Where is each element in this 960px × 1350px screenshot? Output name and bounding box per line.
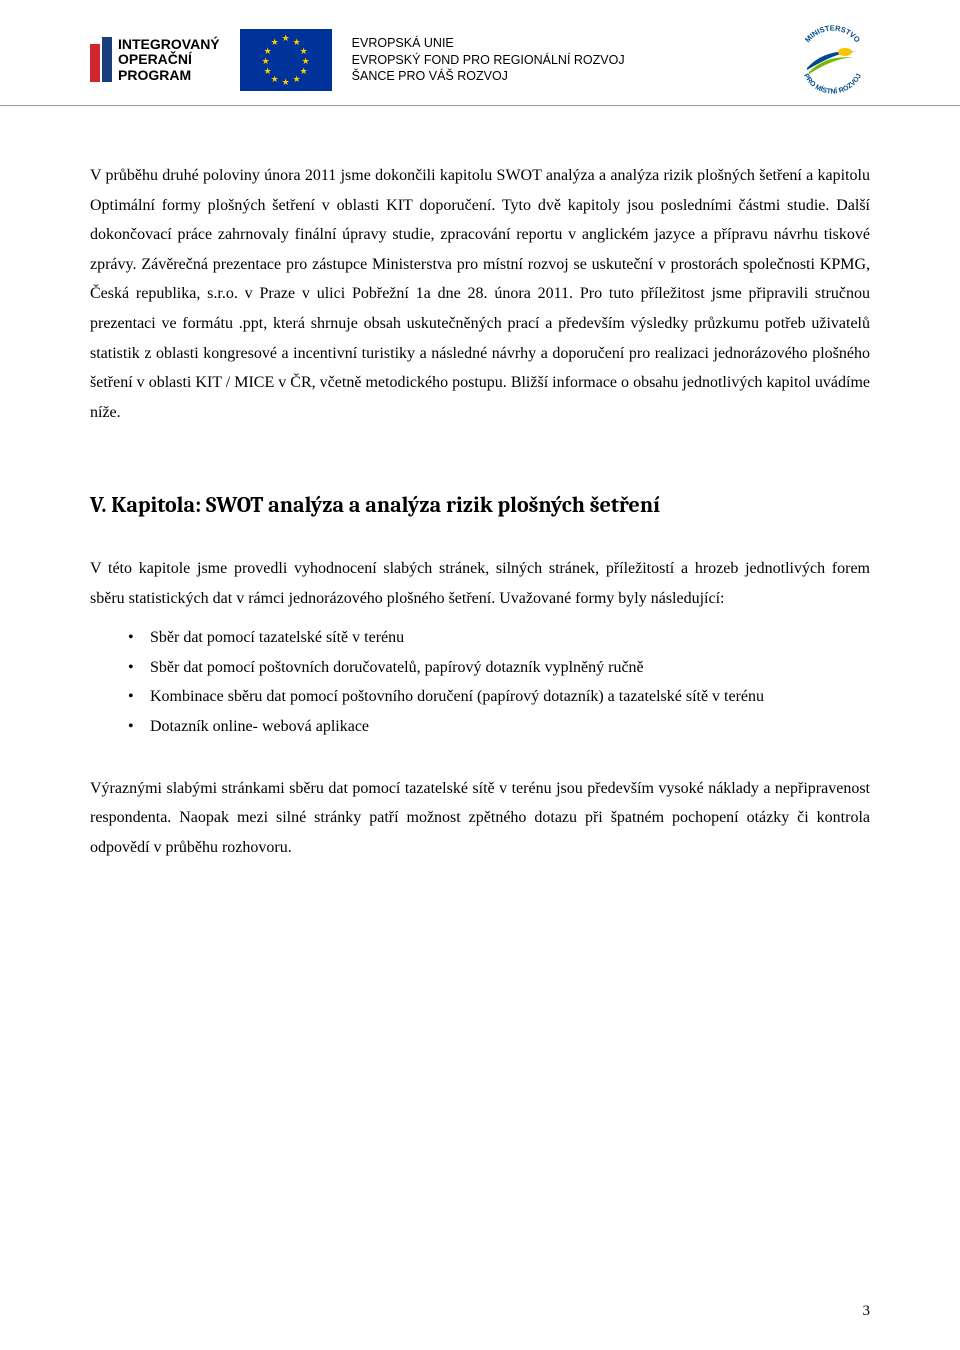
paragraph-1: V průběhu druhé poloviny února 2011 jsme… (90, 161, 870, 427)
page-number: 3 (863, 1303, 871, 1320)
eu-line1: EVROPSKÁ UNIE (352, 35, 625, 52)
mmr-bottom-text: PRO MÍSTNÍ ROZVOJ (802, 73, 863, 95)
iop-logo: INTEGROVANÝ OPERAČNÍ PROGRAM (90, 37, 220, 83)
section-heading: V. Kapitola: SWOT analýza a analýza rizi… (90, 485, 870, 526)
iop-line3: PROGRAM (118, 68, 220, 83)
mmr-top-text: MINISTERSTVO (803, 25, 862, 44)
eu-text-block: EVROPSKÁ UNIE EVROPSKÝ FOND PRO REGIONÁL… (352, 35, 625, 86)
mmr-circle-text-icon: MINISTERSTVO PRO MÍSTNÍ ROZVOJ (795, 25, 870, 95)
list-item: Kombinace sběru dat pomocí poštovního do… (128, 682, 870, 712)
iop-logo-text: INTEGROVANÝ OPERAČNÍ PROGRAM (118, 37, 220, 83)
paragraph-2: V této kapitole jsme provedli vyhodnocen… (90, 554, 870, 613)
svg-text:MINISTERSTVO: MINISTERSTVO (803, 25, 862, 44)
list-item: Dotazník online- webová aplikace (128, 712, 870, 742)
svg-text:PRO MÍSTNÍ ROZVOJ: PRO MÍSTNÍ ROZVOJ (802, 73, 863, 95)
paragraph-3: Výraznými slabými stránkami sběru dat po… (90, 774, 870, 863)
iop-bars-icon (90, 37, 112, 82)
eu-flag-icon: ★ ★ ★ ★ ★ ★ ★ ★ ★ ★ ★ ★ (240, 29, 332, 91)
list-item: Sběr dat pomocí poštovních doručovatelů,… (128, 653, 870, 683)
mmr-logo: MINISTERSTVO PRO MÍSTNÍ ROZVOJ (795, 25, 870, 95)
iop-line2: OPERAČNÍ (118, 52, 220, 67)
page-content: V průběhu druhé poloviny února 2011 jsme… (0, 106, 960, 920)
bullet-list: Sběr dat pomocí tazatelské sítě v terénu… (90, 623, 870, 741)
page-header: INTEGROVANÝ OPERAČNÍ PROGRAM ★ ★ ★ ★ ★ ★… (0, 0, 960, 106)
iop-line1: INTEGROVANÝ (118, 37, 220, 52)
eu-line3: ŠANCE PRO VÁŠ ROZVOJ (352, 68, 625, 85)
eu-line2: EVROPSKÝ FOND PRO REGIONÁLNÍ ROZVOJ (352, 52, 625, 69)
list-item: Sběr dat pomocí tazatelské sítě v terénu (128, 623, 870, 653)
